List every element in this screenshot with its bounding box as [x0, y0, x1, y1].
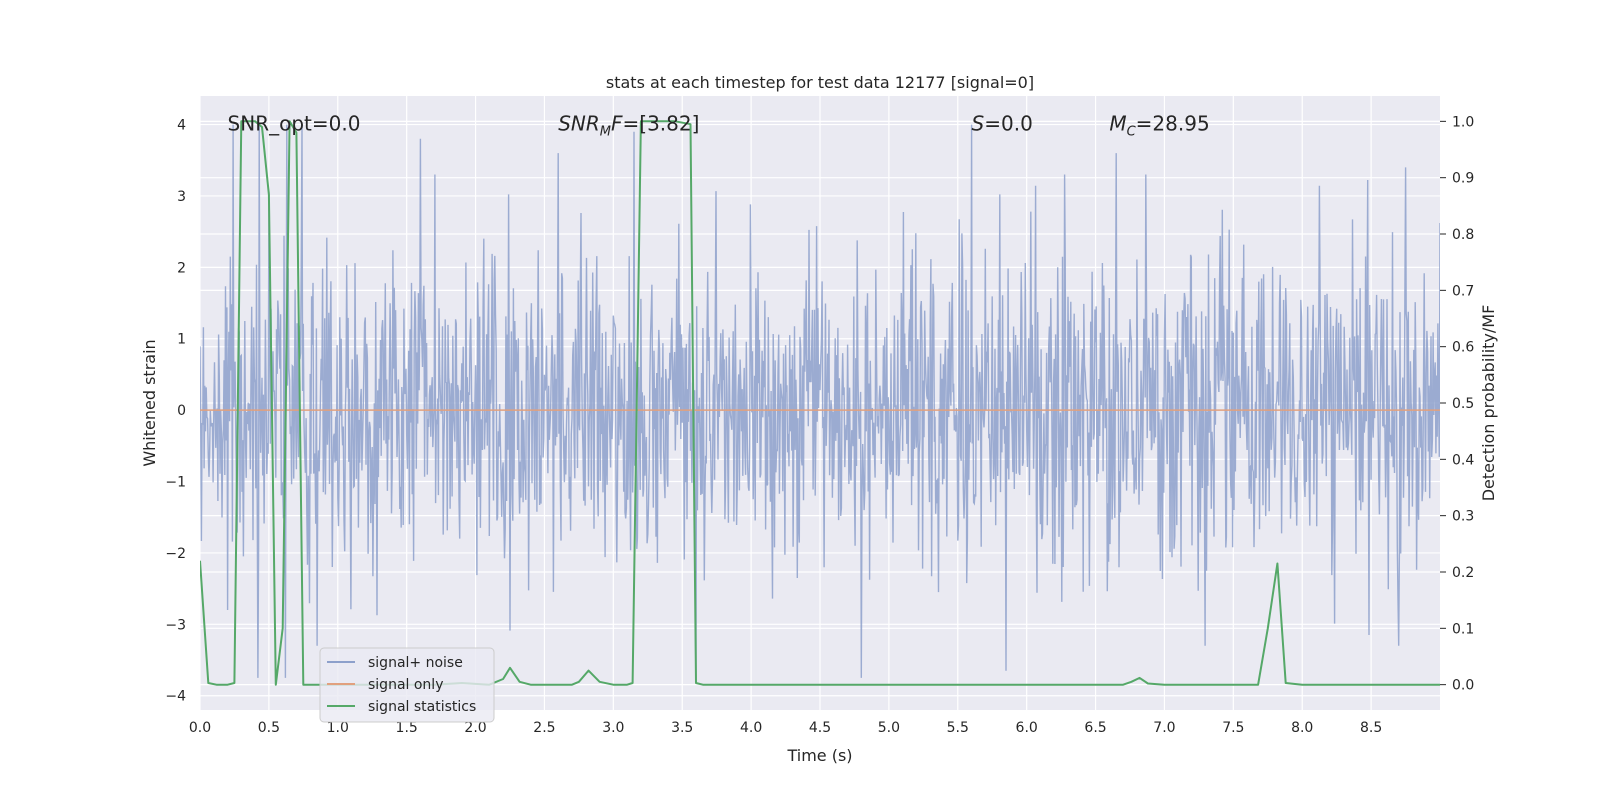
annotation-2: S=0.0 [972, 112, 1033, 136]
x-tick-label: 8.5 [1360, 720, 1382, 736]
y2-tick-label: 0.7 [1452, 283, 1474, 299]
y-tick-label: 0 [177, 403, 186, 419]
x-tick-label: 1.0 [327, 720, 349, 736]
x-tick-label: 7.5 [1222, 720, 1244, 736]
x-tick-label: 8.0 [1291, 720, 1313, 736]
y2-tick-label: 0.3 [1452, 509, 1474, 525]
y-tick-label: 4 [177, 118, 186, 134]
legend-box [319, 647, 495, 723]
y2-tick-label: 0.2 [1452, 565, 1474, 581]
x-tick-label: 4.5 [809, 720, 831, 736]
legend-label-signal-statistics: signal statistics [368, 699, 476, 715]
x-tick-label: 0.0 [189, 720, 211, 736]
y-tick-label: −3 [165, 617, 186, 633]
y2-tick-label: 0.0 [1452, 678, 1474, 694]
annotation-1: SNRMF=[3.82] [558, 112, 699, 140]
annotation-0: SNR_opt=0.0 [228, 112, 361, 136]
x-tick-label: 3.0 [602, 720, 624, 736]
series-group [200, 120, 1440, 686]
x-tick-label: 3.5 [671, 720, 693, 736]
x-tick-label: 4.0 [740, 720, 762, 736]
series-signal-statistics [200, 120, 1440, 686]
y2-tick-label: 0.8 [1452, 227, 1474, 243]
x-axis-label: Time (s) [786, 746, 852, 765]
x-tick-label: 7.0 [1153, 720, 1175, 736]
y-tick-label: −4 [165, 689, 186, 705]
x-tick-label: 5.0 [878, 720, 900, 736]
x-tick-label: 6.5 [1084, 720, 1106, 736]
y-tick-label: −2 [165, 546, 186, 562]
y2-tick-label: 0.5 [1452, 396, 1474, 412]
y2-tick-label: 0.9 [1452, 171, 1474, 187]
x-tick-label: 2.5 [533, 720, 555, 736]
legend-label-signal-noise: signal+ noise [368, 655, 463, 671]
y2-tick-label: 0.1 [1452, 621, 1474, 637]
y2-tick-label: 0.4 [1452, 452, 1474, 468]
y-tick-label: 3 [177, 189, 186, 205]
x-tick-label: 1.5 [396, 720, 418, 736]
y2-tick-label: 0.6 [1452, 340, 1474, 356]
y2-axis-label: Detection probability/MF [1479, 305, 1498, 502]
ticks: 0.0 0.5 1.0 1.5 2.0 2.5 3.0 3.5 4.0 4.5 5.0 5.5 6.0 6… [165, 114, 1474, 736]
y2-tick-label: 1.0 [1452, 114, 1474, 130]
series-signal-noise [200, 124, 1440, 678]
y-axis-label: Whitened strain [140, 339, 159, 466]
x-tick-label: 6.0 [1016, 720, 1038, 736]
legend: signal+ noise signal only signal statist… [319, 647, 495, 723]
annotation-3: MC=28.95 [1109, 112, 1209, 140]
legend-label-signal-only: signal only [368, 677, 443, 693]
y-tick-label: 2 [177, 260, 186, 276]
x-tick-label: 0.5 [258, 720, 280, 736]
annotations: SNR_opt=0.0 SNRMF=[3.82] S=0.0 MC=28.95 [228, 112, 1210, 140]
x-tick-label: 2.0 [464, 720, 486, 736]
y-tick-label: −1 [165, 475, 186, 491]
y-tick-label: 1 [177, 332, 186, 348]
chart-title: stats at each timestep for test data 121… [606, 73, 1034, 92]
x-tick-label: 5.5 [947, 720, 969, 736]
